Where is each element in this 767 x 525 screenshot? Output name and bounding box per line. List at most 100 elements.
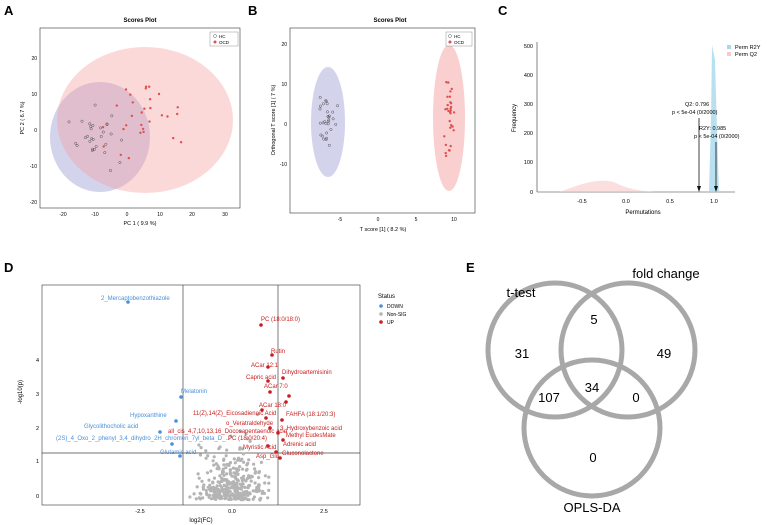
panel-d-nonsig-point	[236, 489, 240, 493]
panel-d-nonsig-point	[241, 447, 245, 451]
panel-d-up-point	[276, 431, 280, 435]
panel-a-title: Scores Plot	[123, 18, 156, 24]
panel-d-legend-nonsig: Non-SIG	[387, 312, 407, 318]
panel-d-nonsig-point	[225, 472, 229, 476]
panel-a-ocd-point	[130, 114, 134, 118]
panel-b-xtick: -5	[338, 217, 343, 223]
panel-a-hc-point	[109, 169, 112, 172]
venn-count-ttest-only: 31	[515, 346, 529, 361]
panel-d-nonsig-point	[259, 496, 263, 500]
panel-d-nonsig-point	[211, 480, 215, 484]
panel-d-label-up: PC (18:0/18:0)	[261, 317, 300, 323]
panel-d-nonsig-point	[251, 497, 255, 501]
panel-b-ocd-ellipse	[433, 45, 465, 191]
panel-b-ocd-point	[449, 126, 452, 129]
panel-d-nonsig-point	[233, 488, 237, 492]
panel-a-hc-point	[104, 142, 108, 146]
panel-d-nonsig-point	[218, 497, 223, 501]
panel-e-venn: t-test fold change OPLS-DA 31 5 49 107 3…	[485, 266, 700, 515]
panel-b-ytick: 0	[284, 122, 287, 128]
panel-a-hc-point	[99, 134, 103, 138]
panel-d-nonsig-point	[240, 467, 245, 471]
panel-b-xtick: 5	[415, 217, 418, 223]
panel-d-nonsig-point	[240, 457, 244, 461]
panel-d-nonsig-point	[267, 475, 271, 479]
panel-d-nonsig-point	[228, 490, 232, 494]
panel-d-nonsig-point	[222, 458, 226, 462]
panel-d-nonsig-point	[249, 474, 254, 478]
panel-b-hc-point	[318, 95, 322, 99]
panel-a-ocd-point	[124, 88, 128, 91]
panel-b-hc-point	[334, 123, 338, 126]
panel-b-hc-point	[324, 99, 328, 103]
panel-d-label-up: Rutin	[271, 349, 285, 355]
panel-b-ocd-point	[449, 144, 452, 148]
panel-d-up-point	[266, 365, 270, 369]
panel-d-nonsig-point	[257, 483, 261, 487]
panel-d-nonsig-point	[232, 457, 236, 461]
panel-c-letter: C	[498, 3, 508, 18]
panel-a-hc-point	[86, 134, 89, 138]
panel-d-up-point	[284, 400, 288, 404]
panel-a-xtick: 10	[157, 212, 163, 218]
panel-a-ocd-point	[139, 131, 142, 134]
panel-c-q2-distribution	[560, 180, 655, 192]
panel-d-down-point	[126, 300, 130, 304]
panel-c-r2y-distribution	[709, 45, 719, 192]
panel-d-nonsig-point	[233, 497, 237, 501]
panel-d-nonsig-point	[238, 446, 242, 450]
panel-b-hc-point	[325, 102, 329, 106]
panel-a-ytick: 20	[31, 56, 37, 62]
panel-d-nonsig-point	[204, 456, 208, 460]
panel-a-ocd-point	[131, 101, 134, 104]
panel-b-legend-box	[445, 31, 473, 47]
panel-a-hc-point	[90, 149, 94, 152]
panel-d-label-up: Dihydroartemisinin	[282, 370, 332, 376]
panel-d-nonsig-point	[234, 476, 238, 480]
panel-d-nonsig-point	[212, 476, 217, 480]
panel-d-nonsig-point	[224, 496, 228, 500]
panel-d-nonsig-point	[243, 485, 247, 489]
panel-d-up-point	[266, 379, 270, 383]
panel-d-volcano: 2_Mercaptobenzothiazole Melatonin Hypoxa…	[18, 284, 407, 524]
panel-b-ocd-point	[448, 95, 452, 98]
panel-b-ocd-point	[444, 108, 447, 111]
panel-a-ocd-point	[140, 123, 143, 127]
panel-d-up-point	[287, 394, 291, 398]
panel-b-hc-point	[326, 110, 329, 114]
panel-a-ocd-point	[148, 98, 152, 101]
panel-d-nonsig-point	[228, 468, 232, 472]
panel-d-nonsig-point	[194, 497, 198, 501]
panel-a-hc-point	[93, 103, 97, 107]
panel-d-nonsig-point	[244, 432, 248, 436]
panel-d-nonsig-point	[263, 481, 267, 485]
panel-d-nonsig-point	[209, 497, 213, 501]
panel-d-up-point	[264, 416, 268, 420]
panel-d-ytick: 3	[36, 392, 39, 398]
panel-c-ytick: 300	[524, 102, 533, 108]
panel-d-nonsig-point	[240, 483, 244, 487]
panel-a-pca: Scores Plot HC OCD -20 -10 0 10 20 30 -2…	[20, 18, 241, 227]
panel-b-oplsda: Scores Plot HC OCD -5 0 5 10 -10 0 10 20…	[271, 18, 476, 233]
panel-d-nonsig-point	[188, 495, 192, 499]
panel-d-nonsig-point	[229, 493, 233, 497]
panel-a-ocd-point	[157, 92, 161, 96]
panel-d-ylabel: -log10(p)	[18, 380, 24, 404]
panel-d-nonsig-point	[199, 446, 203, 450]
venn-circle-oplsda	[521, 357, 663, 499]
panel-b-hc-point	[321, 121, 325, 125]
panel-d-nonsig-point	[228, 471, 232, 475]
panel-b-hc-point	[325, 136, 328, 140]
panel-b-ocd-point	[449, 90, 452, 93]
panel-d-nonsig-point	[232, 471, 236, 475]
panel-d-label-down: 2_Mercaptobenzothiazole	[101, 296, 170, 302]
panel-a-legend-hc-marker	[213, 34, 217, 38]
panel-d-xtick: -2.5	[135, 509, 144, 515]
panel-d-nonsig-point	[259, 460, 263, 464]
panel-a-ocd-point	[176, 112, 179, 116]
panel-d-nonsig-point	[197, 443, 201, 447]
panel-b-ocd-point	[443, 135, 446, 138]
panel-a-hc-point	[91, 123, 95, 127]
panel-d-nonsig-point	[202, 483, 206, 487]
panel-d-nonsig-point	[237, 497, 241, 501]
